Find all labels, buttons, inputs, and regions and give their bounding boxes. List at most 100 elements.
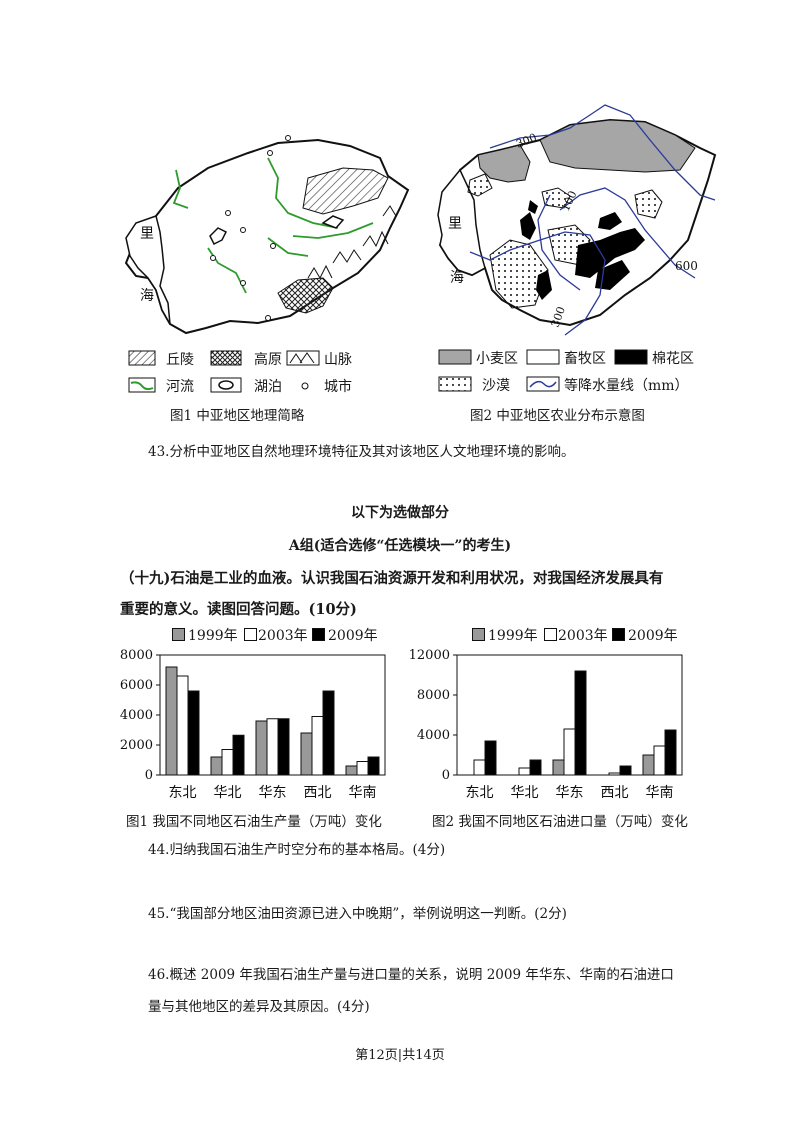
map2-desert [634, 189, 663, 219]
bar-华南-1999年 [642, 754, 655, 776]
y-tick-label: 4000 [417, 728, 450, 743]
legend-label-cotton: 棉花区 [652, 351, 694, 367]
legend-label-mountain: 山脉 [324, 352, 352, 368]
x-category-label: 华北 [511, 785, 539, 801]
map2-desert [541, 187, 571, 209]
intro-line-2: 重要的意义。读图回答问题。(10分) [120, 601, 357, 618]
bar-东北-2003年 [473, 759, 486, 776]
map1-cities [210, 135, 291, 321]
map1-lake [209, 227, 228, 246]
bar-华东-2009年 [277, 718, 290, 776]
page-footer: 第12页|共14页 [355, 1048, 445, 1063]
map1-sea-label-1: 里 [140, 226, 154, 242]
map1-caption: 图1 中亚地区地理简略 [170, 408, 305, 424]
mountain-range-icon [286, 350, 320, 366]
legend-label-1999: 1999年 [188, 628, 238, 644]
legend-label-plateau: 高原 [254, 352, 282, 368]
lake-outline-icon [210, 377, 242, 393]
bar-华北-1999年 [210, 756, 223, 776]
legend-label-1999: 1999年 [488, 628, 538, 644]
legend-swatch-2009 [312, 628, 325, 641]
bar-东北-2009年 [484, 740, 497, 776]
bar-华南-2003年 [653, 745, 666, 776]
legend-label-2009: 2009年 [628, 628, 678, 644]
chart2-oil-import: 0 4000 8000 12000 东北 华北 华东 西北 华南 [409, 648, 683, 801]
chart1-legend: 1999年 2003年 2009年 [172, 625, 402, 644]
y-tick-label: 2000 [120, 738, 153, 753]
map2-wheat-region [539, 119, 696, 173]
y-tick-label: 12000 [409, 648, 450, 663]
bar-华东-1999年 [255, 720, 268, 776]
bar-华南-2003年 [356, 761, 369, 776]
x-category-label: 华南 [646, 785, 674, 801]
bar-华北-2009年 [529, 759, 542, 776]
bar-华东-1999年 [552, 759, 565, 776]
y-tick-label: 8000 [417, 688, 450, 703]
map2-agriculture-distribution: 300 100 600 300 里 海 [437, 104, 717, 336]
bar-华东-2009年 [574, 670, 587, 776]
legend-swatch-2003 [544, 628, 557, 641]
x-category-label: 华东 [259, 785, 287, 801]
bar-西北-2003年 [608, 772, 621, 776]
bar-华南-2009年 [367, 756, 380, 776]
group-title: A组(适合选修“任选模块一”的考生) [288, 538, 512, 554]
map2-wheat-region [477, 144, 531, 183]
section-title: 以下为选做部分 [351, 505, 449, 521]
legend-label-pasture: 畜牧区 [564, 351, 606, 367]
legend-label-isohyet: 等降水量线（mm） [564, 378, 689, 394]
legend-label-city: 城市 [324, 379, 352, 395]
map2-legend: 小麦区 畜牧区 棉花区 沙漠 等降水量线（mm） [438, 345, 728, 403]
bar-西北-2003年 [311, 716, 324, 776]
crosshatch-pattern-icon [210, 350, 242, 366]
x-category-label: 华南 [349, 785, 377, 801]
map1-mountains [307, 205, 397, 280]
gray-fill-icon [438, 349, 472, 365]
bar-华北-2003年 [221, 749, 234, 776]
map2-sea-label-1: 里 [448, 216, 462, 232]
white-fill-icon [526, 349, 560, 365]
chart1-caption: 图1 我国不同地区石油生产量（万吨）变化 [126, 814, 382, 830]
bar-华北-2003年 [518, 767, 531, 776]
map1-sea-label-2: 海 [140, 288, 154, 304]
bar-西北-1999年 [300, 732, 313, 776]
map2-caspian-sea [437, 168, 486, 276]
bar-华南-1999年 [345, 765, 358, 776]
x-category-label: 西北 [304, 785, 332, 801]
map2-sea-label-2: 海 [450, 270, 464, 286]
legend-swatch-1999 [172, 628, 185, 641]
bar-西北-2009年 [322, 690, 335, 776]
bar-东北-2003年 [176, 675, 189, 776]
x-category-label: 东北 [466, 785, 494, 801]
y-tick-label: 8000 [120, 648, 153, 663]
question-44: 44.归纳我国石油生产时空分布的基本格局。(4分) [148, 842, 446, 858]
map2-isohyet-label: 600 [675, 259, 698, 273]
dotted-fill-icon [438, 376, 472, 392]
bar-华东-2003年 [266, 718, 279, 776]
x-category-label: 华东 [556, 785, 584, 801]
map1-hills [302, 167, 389, 215]
black-fill-icon [614, 349, 648, 365]
bar-东北-2009年 [187, 690, 200, 776]
bar-东北-1999年 [165, 666, 178, 776]
legend-label-2003: 2003年 [558, 628, 608, 644]
legend-label-2003: 2003年 [258, 628, 308, 644]
map2-caption: 图2 中亚地区农业分布示意图 [470, 408, 645, 424]
chart2-caption: 图2 我国不同地区石油进口量（万吨）变化 [432, 814, 688, 830]
question-46-line-1: 46.概述 2009 年我国石油生产量与进口量的关系，说明 2009 年华东、华… [148, 967, 674, 983]
bar-华南-2009年 [664, 729, 677, 776]
legend-label-2009: 2009年 [328, 628, 378, 644]
map1-central-asia-geography: 里 海 [124, 135, 410, 335]
map2-cotton-regions [520, 200, 645, 300]
legend-label-river: 河流 [166, 379, 194, 395]
legend-label-lake: 湖泊 [254, 379, 282, 395]
x-category-label: 西北 [601, 785, 629, 801]
legend-label-hills: 丘陵 [166, 352, 194, 368]
question-46-line-2: 量与其他地区的差异及其原因。(4分) [148, 999, 370, 1015]
x-category-label: 华北 [214, 785, 242, 801]
y-tick-label: 6000 [120, 678, 153, 693]
intro-line-1: （十九)石油是工业的血液。认识我国石油资源开发和利用状况，对我国经济发展具有 [120, 570, 664, 587]
chart2-legend: 1999年 2003年 2009年 [472, 625, 702, 644]
map1-legend: 丘陵 高原 山脉 河流 湖泊 城市 [128, 345, 418, 403]
question-43: 43.分析中亚地区自然地理环境特征及其对该地区人文地理环境的影响。 [148, 444, 575, 460]
legend-label-desert: 沙漠 [482, 378, 510, 394]
